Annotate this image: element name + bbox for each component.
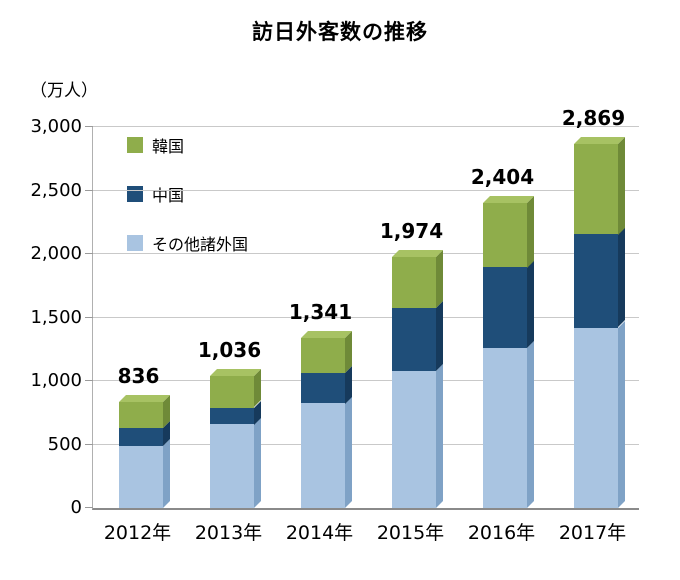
bar-side-others: [254, 417, 261, 508]
y-axis-tick: [85, 380, 93, 381]
bar-segment-china: [210, 407, 254, 425]
bar-segment-china: [119, 427, 163, 446]
bar-segment-korea: [119, 401, 163, 428]
x-axis-label: 2012年: [103, 522, 172, 544]
x-axis-label: 2013年: [194, 522, 263, 544]
y-axis-tick: [85, 189, 93, 191]
bar-side-others: [527, 341, 534, 508]
bar-segment-korea: [392, 257, 436, 309]
bar-side-korea: [436, 250, 443, 309]
y-axis-tick-label: 500: [47, 433, 82, 455]
bar-side-china: [618, 227, 625, 328]
x-axis: 2012年 2013年 2014年 2015年 2016年 2017年: [92, 518, 638, 545]
y-axis-unit-label: （万人）: [30, 81, 98, 101]
bar-side-others: [345, 396, 352, 508]
bar-segment-china: [392, 308, 436, 372]
y-axis-tick-label: 3,000: [30, 116, 82, 137]
bar-segment-korea: [483, 202, 527, 268]
legend-swatch-china: [127, 186, 143, 202]
bar-segment-others: [301, 403, 345, 508]
gridline: [93, 380, 639, 381]
bar-segment-korea: [301, 337, 345, 373]
bar-segment-others: [210, 424, 254, 508]
bar-segment-others: [574, 327, 618, 508]
bar-side-korea: [345, 330, 352, 373]
bar-segment-others: [392, 371, 436, 508]
bar-side-others: [618, 320, 625, 508]
x-axis-label: 2014年: [285, 522, 354, 544]
y-axis-tick-label: 1,500: [30, 306, 82, 328]
gridline: [93, 253, 639, 254]
bar-segment-china: [574, 234, 618, 328]
y-axis-tick-label: 1,000: [30, 370, 82, 391]
gridline: [93, 126, 639, 127]
legend-label-others: その他諸外国: [152, 235, 249, 254]
bar-segment-china: [301, 372, 345, 404]
y-axis-tick-label: 2,500: [30, 179, 82, 201]
y-axis-tick: [85, 507, 93, 508]
y-axis-tick-label: 0: [70, 497, 82, 518]
legend-swatch-korea: [127, 137, 143, 153]
y-axis-tick: [85, 316, 93, 318]
bar-total-label: 1,974: [379, 219, 444, 244]
bar-top-face: [119, 394, 170, 402]
bar-total-label: 836: [117, 363, 160, 388]
bar-top-face: [483, 195, 534, 203]
bar-side-korea: [618, 136, 625, 235]
y-axis-tick: [85, 443, 93, 445]
bar-side-korea: [527, 195, 534, 268]
bar-total-label: 2,404: [470, 164, 535, 189]
x-axis-label: 2015年: [376, 522, 445, 544]
bar-segment-korea: [210, 376, 254, 408]
x-axis-label: 2016年: [467, 522, 536, 544]
bar-total-label: 1,341: [288, 299, 353, 324]
plot-area: 韓国中国その他諸外国 836 1,036 1,341 1,974 2,404 2,869: [85, 106, 639, 510]
bar-top-face: [574, 136, 625, 144]
bar-top-face: [392, 250, 443, 258]
bar-top-face: [210, 369, 261, 377]
y-axis-tick-label: 2,000: [30, 243, 82, 264]
bar-total-label: 2,869: [561, 105, 626, 130]
bar-segment-others: [483, 348, 527, 508]
bar-segment-korea: [574, 143, 618, 235]
gridline: [93, 316, 639, 318]
legend-label-china: 中国: [152, 186, 185, 205]
bar-side-others: [436, 364, 443, 508]
bar-segment-china: [483, 267, 527, 349]
bar-side-others: [163, 438, 170, 508]
bar-total-label: 1,036: [197, 338, 262, 363]
legend-item-china: 中国: [127, 182, 248, 206]
x-axis-label: 2017年: [558, 522, 627, 544]
legend: 韓国中国その他諸外国: [127, 133, 248, 280]
y-axis-tick: [85, 253, 93, 254]
legend-swatch-others: [127, 235, 143, 251]
legend-item-korea: 韓国: [127, 133, 248, 157]
bar-segment-others: [119, 445, 163, 508]
y-axis: 0 500 1,000 1,500 2,000 2,500 3,000: [0, 116, 82, 518]
gridline: [93, 443, 639, 445]
bar-side-china: [436, 301, 443, 372]
bar-top-face: [301, 330, 352, 338]
chart-title: 訪日外客数の推移: [252, 20, 428, 44]
legend-label-korea: 韓国: [152, 137, 185, 156]
gridline: [93, 189, 639, 191]
legend-item-others: その他諸外国: [127, 231, 248, 255]
bar-side-china: [527, 260, 534, 349]
y-axis-tick: [85, 126, 93, 127]
